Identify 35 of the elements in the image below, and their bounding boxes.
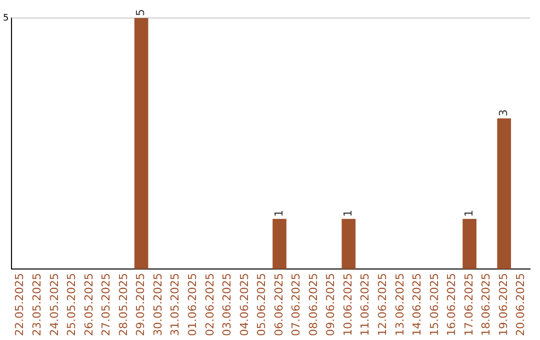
x-tick-label: 13.06.2025 <box>393 273 406 336</box>
x-tick-label: 20.06.2025 <box>514 273 528 336</box>
x-tick-label: 19.06.2025 <box>496 273 510 336</box>
x-tick-label: 22.05.2025 <box>13 273 26 336</box>
x-tick-label: 06.06.2025 <box>272 273 286 336</box>
x-tick-label: 15.06.2025 <box>428 273 441 336</box>
x-tick-label: 04.06.2025 <box>238 273 251 336</box>
x-tick-label: 25.05.2025 <box>65 273 78 336</box>
data-label: 1 <box>462 210 476 217</box>
x-tick-label: 29.05.2025 <box>134 273 148 336</box>
x-tick-label: 12.06.2025 <box>376 273 390 336</box>
x-tick-label: 14.06.2025 <box>410 273 424 336</box>
data-label: 3 <box>496 109 510 116</box>
x-tick-label: 09.06.2025 <box>324 273 338 336</box>
x-tick-label: 02.06.2025 <box>203 273 216 336</box>
x-tick-label: 18.06.2025 <box>480 273 493 336</box>
x-tick-label: 31.05.2025 <box>168 273 182 336</box>
x-tick-label: 03.06.2025 <box>220 273 234 336</box>
data-label: 5 <box>134 9 148 16</box>
data-label: 1 <box>341 210 354 217</box>
x-tick-label: 01.06.2025 <box>186 273 199 336</box>
x-tick-label: 07.06.2025 <box>290 273 303 336</box>
x-tick-label: 24.05.2025 <box>48 273 61 336</box>
x-tick-label: 11.06.2025 <box>358 273 372 336</box>
x-tick-label: 05.06.2025 <box>255 273 268 336</box>
x-tick-label: 28.05.2025 <box>116 273 130 336</box>
x-tick-label: 08.06.2025 <box>306 273 320 336</box>
x-tick-label: 27.05.2025 <box>100 273 113 336</box>
x-tick-label: 10.06.2025 <box>341 273 354 336</box>
x-tick-label: 30.05.2025 <box>151 273 164 336</box>
x-tick-label: 17.06.2025 <box>462 273 476 336</box>
x-tick-label: 16.06.2025 <box>445 273 458 336</box>
data-label: 1 <box>272 210 286 217</box>
x-tick-label: 26.05.2025 <box>82 273 96 336</box>
x-tick-label: 23.05.2025 <box>30 273 44 336</box>
